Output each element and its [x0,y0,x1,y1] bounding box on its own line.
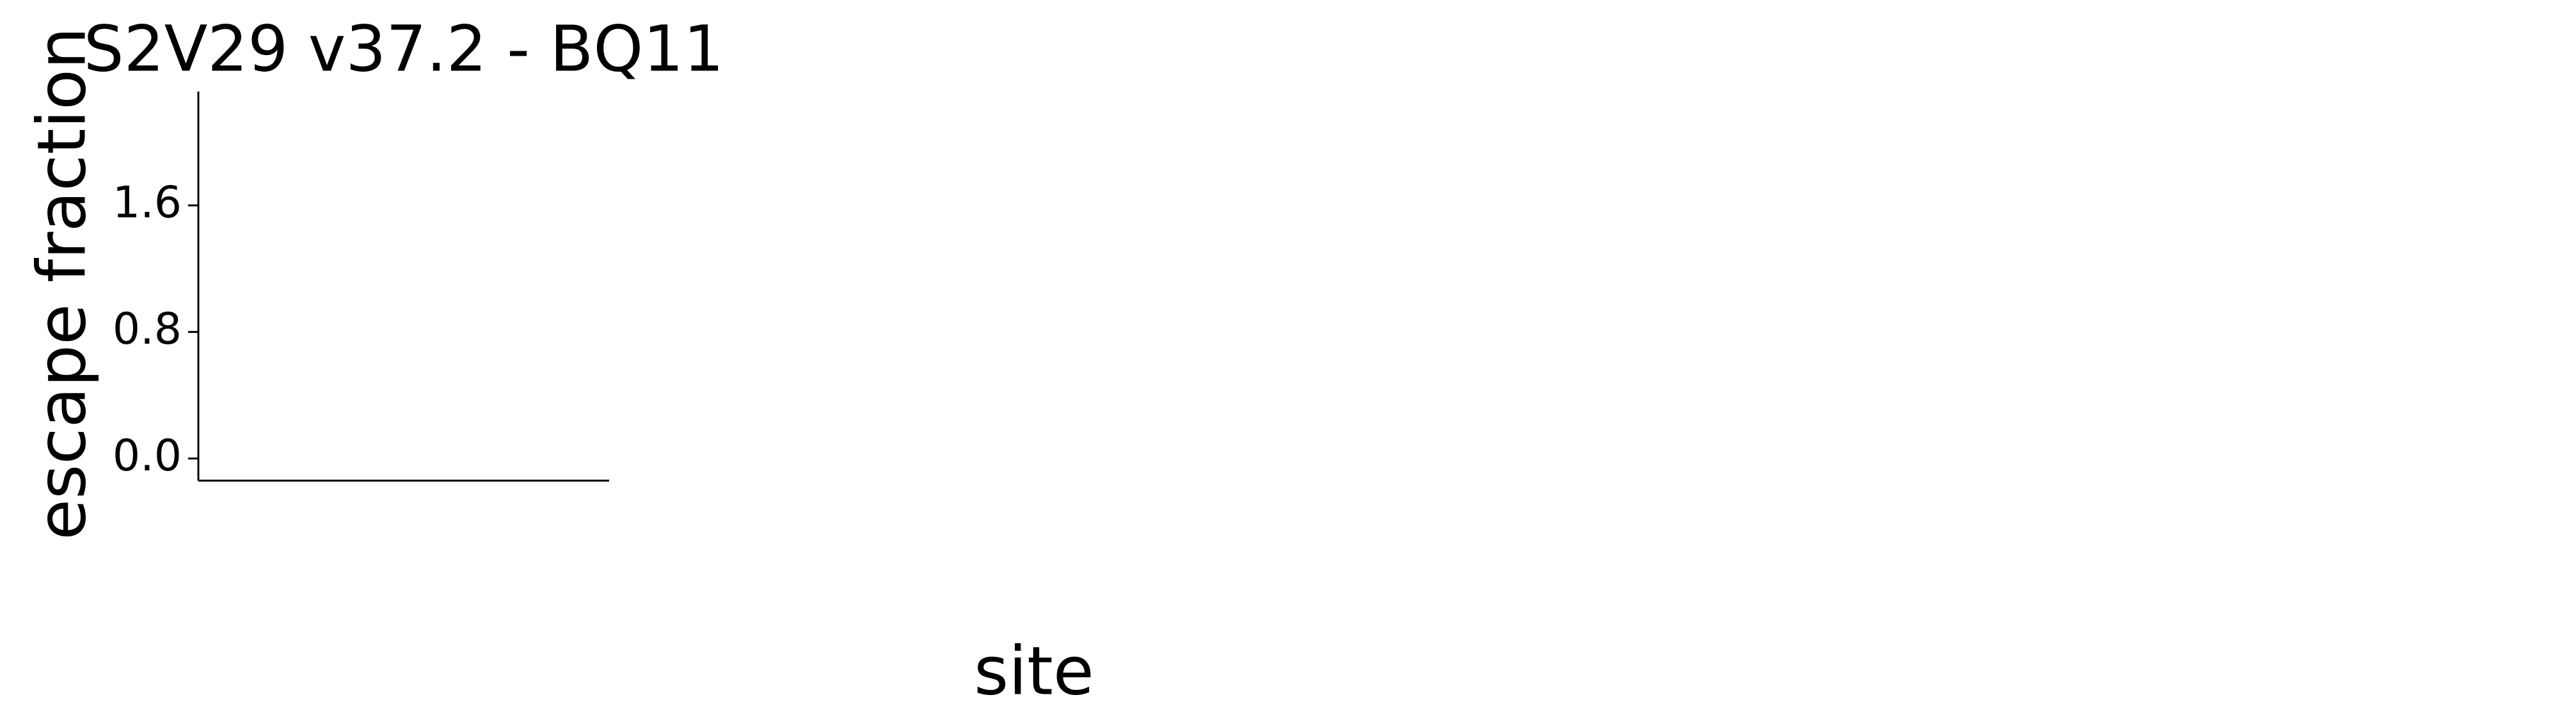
chart-title: S2V29 v37.2 - BQ11 [84,12,724,86]
y-tick-label: 1.6 [113,177,182,228]
y-tick-label: 0.0 [113,431,182,481]
y-tick-label: 0.8 [113,304,182,355]
x-axis-label: site [974,632,1094,710]
y-axis-label: escape fraction [22,27,100,540]
